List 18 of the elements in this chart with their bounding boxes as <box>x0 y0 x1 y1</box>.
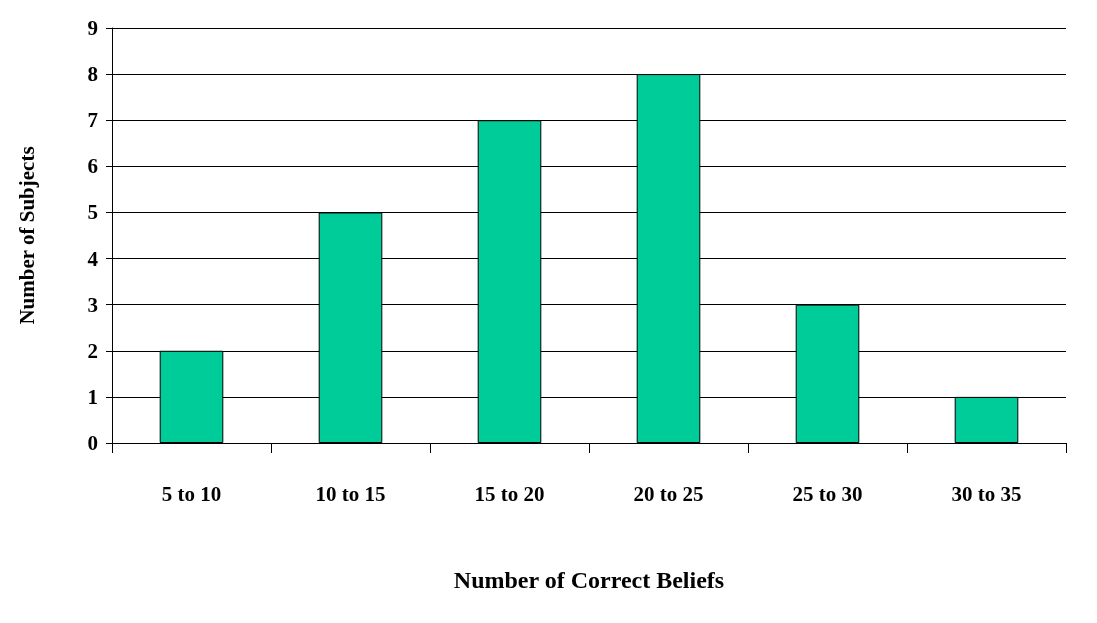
y-tick-label: 3 <box>87 292 98 317</box>
y-tick-label: 0 <box>87 431 98 455</box>
y-axis-title: Number of Subjects <box>14 146 39 325</box>
y-tick-label: 8 <box>87 62 98 87</box>
y-tick-label: 4 <box>87 246 99 271</box>
y-tick-label: 5 <box>87 200 98 225</box>
x-tick-label: 30 to 35 <box>951 481 1022 506</box>
x-tick-label: 5 to 10 <box>161 481 222 506</box>
y-tick-label: 6 <box>87 154 98 179</box>
x-tick-label: 15 to 20 <box>474 481 545 506</box>
x-axis-title: Number of Correct Beliefs <box>453 567 725 593</box>
x-tick-label: 20 to 25 <box>633 481 704 506</box>
x-tick-label: 10 to 15 <box>315 481 386 506</box>
y-tick-label: 2 <box>87 338 98 363</box>
y-tick-label: 7 <box>87 108 98 133</box>
x-tick-label: 25 to 30 <box>792 481 863 506</box>
y-tick-label: 1 <box>87 384 98 409</box>
y-tick-label: 9 <box>87 16 98 40</box>
